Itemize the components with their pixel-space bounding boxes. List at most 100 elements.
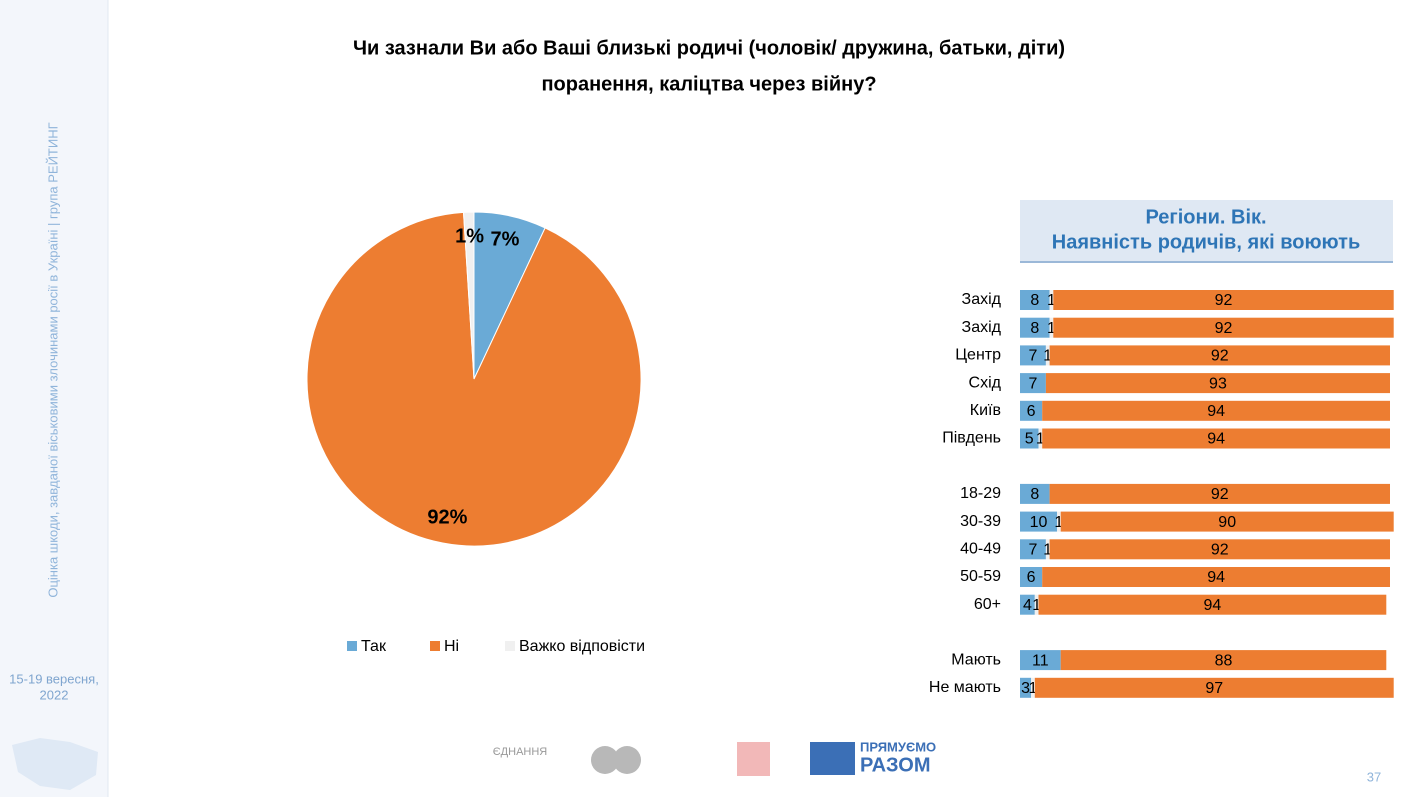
pie-slice (462, 211, 475, 380)
bar-value-label: 7 (1028, 348, 1037, 365)
bar-chart-title: Регіони. Вік. (1145, 206, 1266, 228)
bar-value-label: 92 (1211, 542, 1229, 559)
bar-segment (1042, 428, 1390, 449)
bar-value-label: 94 (1207, 569, 1225, 586)
y-tick-label: Схід (969, 374, 1002, 391)
title: поранення, каліцтва через війну? (541, 73, 876, 95)
bar-value-label: 11 (1032, 652, 1049, 669)
bar-value-label: 1 (1043, 348, 1052, 365)
sidebar-date: 2022 (40, 687, 69, 702)
bar-segment (1020, 483, 1050, 504)
bar-segment (1020, 428, 1039, 449)
bar-value-label: 97 (1205, 680, 1223, 697)
y-tick-label: 60+ (974, 596, 1001, 613)
bar-segment (1057, 511, 1061, 532)
bar-segment (1020, 539, 1046, 560)
bar-value-label: 92 (1215, 320, 1233, 337)
bar-value-label: 5 (1025, 431, 1034, 448)
bar-value-label: 8 (1030, 320, 1039, 337)
bar-chart-header (1020, 200, 1393, 262)
logo-icon (613, 746, 641, 774)
slice-label: 1% (455, 225, 484, 247)
y-tick-label: 30-39 (960, 513, 1001, 530)
bar-value-label: 1 (1047, 320, 1056, 337)
bar-segment (1053, 317, 1394, 338)
y-tick-label: Захід (962, 291, 1002, 308)
bar-value-label: 8 (1030, 292, 1039, 309)
y-tick-label: Мають (951, 651, 1001, 668)
y-tick-label: 40-49 (960, 541, 1001, 558)
bar-value-label: 3 (1021, 680, 1030, 697)
bar-segment (1042, 400, 1390, 421)
bar-segment (1049, 317, 1054, 338)
bar-value-label: 1 (1047, 292, 1056, 309)
bar-segment (1053, 290, 1394, 310)
bar-value-label: 1 (1043, 542, 1052, 559)
legend-swatch (505, 641, 515, 651)
legend-swatch (430, 641, 440, 651)
bar-segment (1020, 373, 1046, 394)
y-tick-label: Київ (970, 402, 1001, 419)
slice-label: 7% (491, 229, 520, 251)
bar-segment (1045, 539, 1050, 560)
bar-segment (1020, 290, 1050, 310)
pie-slice (306, 211, 642, 547)
logo: РАЗОМ (860, 754, 931, 776)
bar-value-label: 8 (1030, 486, 1039, 503)
sidebar-caption: Оцінка шкоди, завданої віськовими злочин… (45, 122, 60, 597)
y-tick-label: Захід (962, 319, 1002, 336)
bar-segment (1045, 345, 1050, 366)
y-tick-label: Не мають (929, 679, 1001, 696)
bar-value-label: 7 (1028, 542, 1037, 559)
y-tick-label: Південь (942, 430, 1001, 447)
y-tick-label: Центр (955, 347, 1001, 364)
bar-segment (1038, 594, 1387, 615)
bar-value-label: 92 (1211, 348, 1229, 365)
bar-value-label: 1 (1028, 680, 1037, 697)
bar-value-label: 4 (1023, 597, 1032, 614)
bar-segment (1034, 594, 1039, 615)
legend-label: Так (361, 638, 387, 655)
bar-value-label: 92 (1211, 486, 1229, 503)
bar-value-label: 94 (1204, 597, 1222, 614)
map-icon (12, 738, 98, 790)
legend-swatch (347, 641, 357, 651)
bar-segment (1031, 677, 1035, 698)
bar-value-label: 6 (1027, 569, 1036, 586)
bar-value-label: 92 (1215, 292, 1233, 309)
bar-segment (1060, 650, 1387, 671)
logo: ПРЯМУЄМО (860, 739, 936, 754)
bar-segment (1020, 317, 1050, 338)
bar-value-label: 88 (1215, 652, 1233, 669)
bar-value-label: 10 (1030, 514, 1048, 531)
bar-value-label: 94 (1207, 431, 1225, 448)
bar-segment (1020, 345, 1046, 366)
bar-segment (1049, 290, 1054, 310)
bar-value-label: 94 (1207, 403, 1225, 420)
bar-segment (1020, 400, 1043, 421)
page-number: 37 (1367, 769, 1381, 784)
bar-value-label: 90 (1218, 514, 1236, 531)
bar-segment (1020, 594, 1035, 615)
bar-segment (1020, 650, 1061, 671)
bar-segment (1020, 567, 1043, 587)
bar-chart-title: Наявність родичів, які воюють (1052, 231, 1360, 253)
bar-segment (1020, 677, 1032, 698)
bar-segment (1034, 677, 1394, 698)
bar-segment (1049, 483, 1390, 504)
bar-segment (1020, 511, 1057, 532)
title: Чи зазнали Ви або Ваші близькі родичі (ч… (353, 37, 1065, 59)
bar-value-label: 7 (1028, 375, 1037, 392)
bar-segment (1045, 373, 1390, 394)
bar-segment (1060, 511, 1394, 532)
logo: ЄДНАННЯ (493, 746, 548, 758)
bar-segment (1049, 539, 1390, 560)
bar-value-label: 1 (1054, 514, 1063, 531)
sidebar (0, 0, 108, 797)
legend-label: Ні (444, 638, 459, 655)
y-tick-label: 50-59 (960, 568, 1001, 585)
bar-segment (1038, 428, 1043, 449)
bar-segment (1042, 567, 1390, 587)
y-tick-label: 18-29 (960, 485, 1001, 502)
